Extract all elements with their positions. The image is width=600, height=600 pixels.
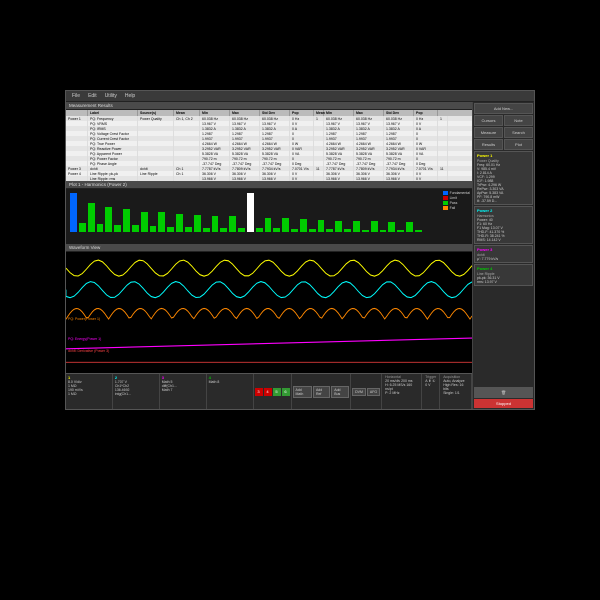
results-table: LabelSource(s)MeanMinMaxStd DevPopMeanMi…: [66, 110, 472, 181]
trigger-info[interactable]: TriggerA ⬆ ①0 V: [422, 374, 440, 409]
channel-1[interactable]: 18.0 V/div1 MΩ190 mV/s1 MΩ: [66, 374, 113, 409]
menubar: File Edit Utility Help: [66, 91, 534, 102]
waveform-header: Waveform View: [66, 244, 472, 252]
ch-btn-3[interactable]: 3: [255, 388, 263, 396]
menu-help[interactable]: Help: [125, 93, 135, 99]
waveform-view[interactable]: PQ: Power(Power 1)PQ: Energy(Power 1)dv/…: [66, 252, 472, 373]
tab-plot[interactable]: Plot: [504, 139, 533, 150]
tab-results[interactable]: Results: [474, 139, 503, 150]
horizontal-info[interactable]: Horizontal20 ms/div 200 msH: 6.25 MS/s 1…: [382, 374, 422, 409]
mode-AFG[interactable]: AFG: [367, 388, 380, 396]
menu-file[interactable]: File: [72, 93, 80, 99]
ch-btn-6[interactable]: 6: [282, 388, 290, 396]
power3-panel[interactable]: Power 3dv/dtμ': 7.779 kV/s: [474, 245, 533, 263]
harmonics-legend: FundamentalLimitPassFail: [443, 191, 470, 211]
harmonics-header: Plot 1 - Harmonics (Power 2): [66, 181, 472, 189]
oscilloscope-app: File Edit Utility Help Measurement Resul…: [65, 90, 535, 410]
power4-panel[interactable]: Power 4Line Ripplepk-pk: 36.31 Vrms: 13.…: [474, 264, 533, 286]
results-header: Measurement Results: [66, 102, 472, 110]
power2-panel[interactable]: Power 2HarmonicsPower: 40F1: 60 HzF1 Mag…: [474, 206, 533, 244]
mode-DVM[interactable]: DVM: [352, 388, 366, 396]
menu-utility[interactable]: Utility: [105, 93, 117, 99]
delete-button[interactable]: 🗑: [474, 387, 533, 398]
ch-btn-5[interactable]: 5: [273, 388, 281, 396]
tab-note[interactable]: Note: [504, 115, 533, 126]
tab-cursors[interactable]: Cursors: [474, 115, 503, 126]
stopped-indicator: Stopped: [474, 399, 533, 408]
menu-edit[interactable]: Edit: [88, 93, 97, 99]
btn-Add-Bus[interactable]: Add Bus: [331, 386, 349, 398]
channel-4[interactable]: 4Math 8: [207, 374, 254, 409]
tab-search[interactable]: Search: [504, 127, 533, 138]
power1-panel[interactable]: Power 1Power QualityFreq: 60.01 HzV: 985…: [474, 151, 533, 205]
acquisition-info[interactable]: AcquisitionAuto, AnalyzeHigh Res: 16 bit…: [440, 374, 472, 409]
add-new-button[interactable]: Add New...: [474, 103, 533, 114]
harmonics-plot: FundamentalLimitPassFail: [66, 189, 472, 244]
right-sidebar: Add New... Cursors Note Measure Search R…: [472, 102, 534, 409]
ch-btn-4[interactable]: 4: [264, 388, 272, 396]
btn-Add-Ref[interactable]: Add Ref: [313, 386, 330, 398]
channel-3[interactable]: 3Math 5diff(Ch1...Math 7: [160, 374, 207, 409]
btn-Add-Math[interactable]: Add Math: [293, 386, 312, 398]
tab-measure[interactable]: Measure: [474, 127, 503, 138]
bottom-bar: 18.0 V/div1 MΩ190 mV/s1 MΩ21.707 VCh1*Ch…: [66, 373, 472, 409]
channel-2[interactable]: 21.707 VCh1*Ch2136.4692intg(Ch1...: [113, 374, 160, 409]
